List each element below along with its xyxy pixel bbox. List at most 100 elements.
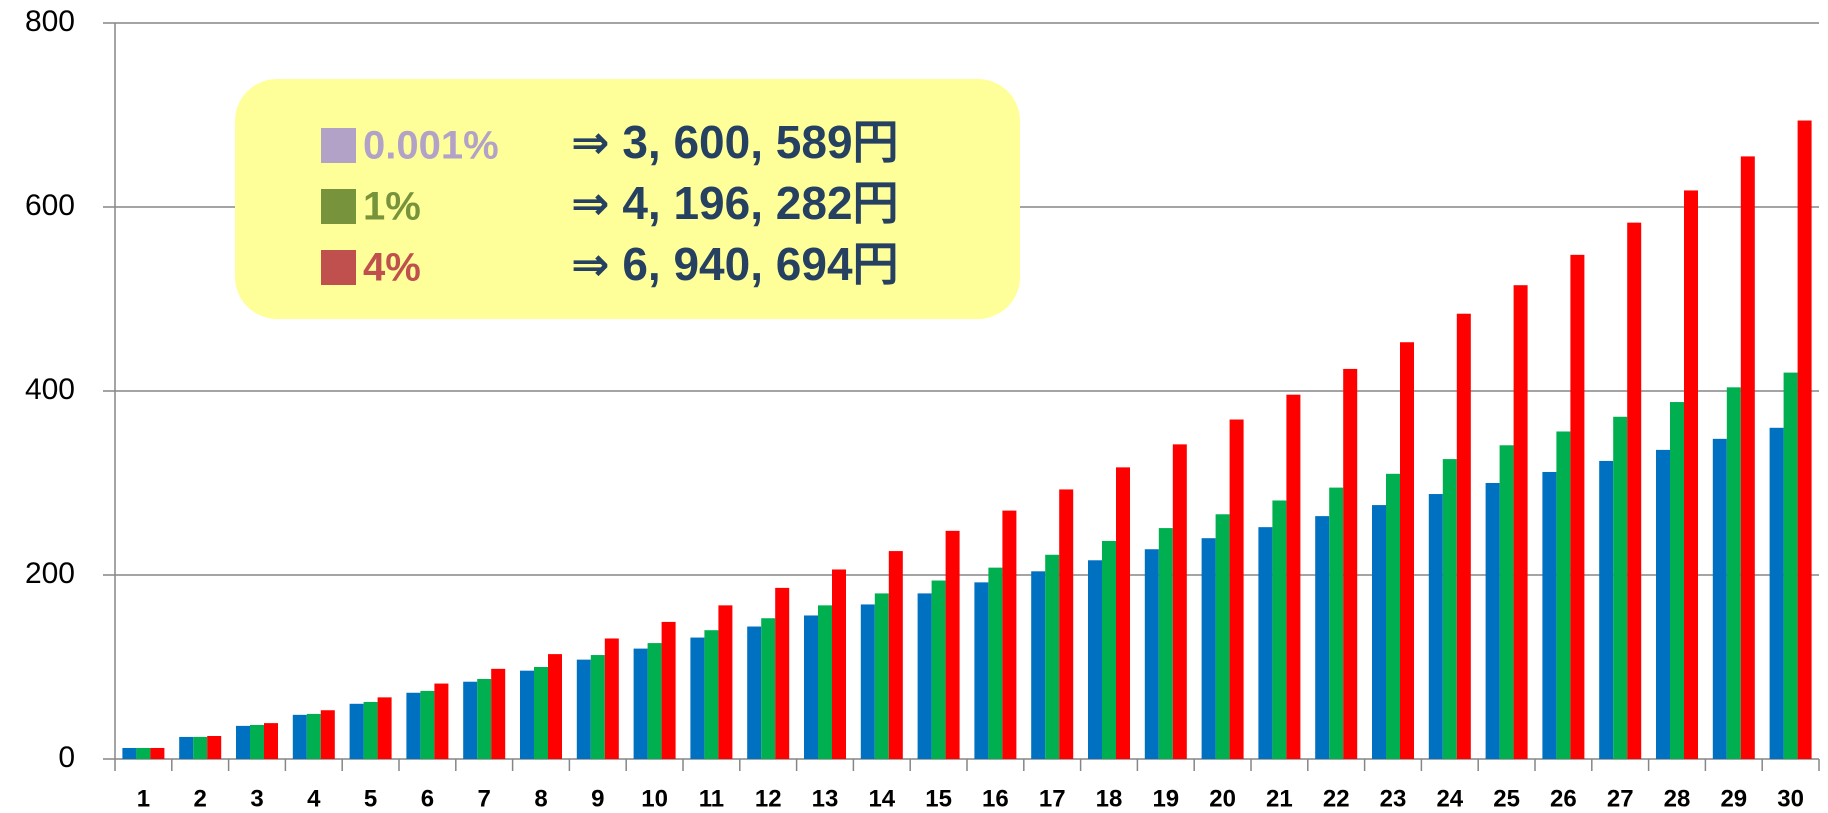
bar bbox=[1329, 487, 1344, 759]
bar bbox=[1627, 222, 1642, 759]
bar bbox=[860, 604, 875, 759]
y-tick-label: 400 bbox=[25, 373, 75, 406]
x-tick-label: 10 bbox=[641, 785, 668, 812]
bar bbox=[1513, 285, 1528, 759]
bar bbox=[1088, 560, 1102, 759]
bar bbox=[917, 593, 932, 759]
bar bbox=[1102, 540, 1116, 759]
x-tick-label: 26 bbox=[1550, 785, 1577, 812]
bar bbox=[718, 605, 733, 759]
bar bbox=[874, 593, 889, 759]
bar bbox=[1442, 459, 1457, 759]
x-tick-label: 12 bbox=[755, 785, 782, 812]
x-tick-label: 29 bbox=[1720, 785, 1747, 812]
bar bbox=[1059, 489, 1074, 759]
legend-label: 4% bbox=[363, 246, 421, 290]
bar bbox=[1386, 473, 1400, 759]
bar bbox=[1215, 514, 1230, 759]
bar bbox=[1542, 471, 1557, 759]
x-tick-label: 28 bbox=[1664, 785, 1691, 812]
bar bbox=[704, 630, 719, 759]
bar bbox=[1726, 387, 1741, 759]
bar bbox=[1201, 538, 1216, 759]
bar bbox=[1258, 527, 1273, 759]
bar bbox=[1045, 554, 1060, 759]
bar bbox=[832, 569, 846, 759]
bar bbox=[775, 587, 790, 759]
bar bbox=[420, 690, 435, 759]
bar bbox=[1499, 445, 1514, 759]
bar bbox=[1286, 394, 1301, 759]
bar bbox=[1031, 571, 1046, 759]
bar bbox=[1144, 549, 1159, 759]
bar bbox=[945, 530, 960, 759]
bar bbox=[1400, 342, 1414, 759]
x-tick-label: 16 bbox=[982, 785, 1009, 812]
x-tick-label: 23 bbox=[1380, 785, 1407, 812]
x-tick-label: 21 bbox=[1266, 785, 1293, 812]
bar bbox=[363, 701, 378, 759]
bar bbox=[1428, 494, 1443, 759]
bar bbox=[931, 580, 946, 759]
bar bbox=[888, 551, 903, 759]
bar bbox=[520, 670, 534, 759]
x-tick-label: 14 bbox=[868, 785, 895, 812]
legend-label: 1% bbox=[363, 185, 421, 229]
bar bbox=[1613, 416, 1628, 759]
x-tick-label: 30 bbox=[1777, 785, 1804, 812]
bar bbox=[349, 703, 364, 759]
bar bbox=[306, 713, 321, 759]
y-tick-label: 800 bbox=[25, 5, 75, 38]
bar bbox=[179, 736, 194, 759]
bar bbox=[974, 582, 989, 759]
bar bbox=[576, 659, 591, 759]
bar bbox=[1315, 516, 1330, 759]
bar bbox=[1116, 467, 1130, 759]
bar bbox=[122, 747, 137, 759]
bar bbox=[633, 648, 648, 759]
y-tick-label: 200 bbox=[25, 557, 75, 590]
bar bbox=[1684, 190, 1698, 759]
bar bbox=[1783, 372, 1798, 759]
x-tick-label: 2 bbox=[194, 785, 207, 812]
x-tick-label: 4 bbox=[307, 785, 321, 812]
x-tick-label: 17 bbox=[1039, 785, 1066, 812]
bar bbox=[1485, 483, 1500, 759]
bar bbox=[136, 747, 151, 759]
bar bbox=[264, 723, 278, 759]
bar bbox=[434, 683, 449, 759]
x-tick-label: 6 bbox=[421, 785, 434, 812]
bar bbox=[193, 736, 208, 759]
legend-label: 0.001% bbox=[363, 124, 499, 168]
bar bbox=[690, 637, 705, 759]
bar bbox=[1740, 156, 1755, 759]
bar bbox=[292, 714, 307, 759]
x-tick-label: 19 bbox=[1152, 785, 1179, 812]
legend-swatch bbox=[321, 250, 356, 285]
bar bbox=[377, 697, 392, 759]
x-tick-label: 9 bbox=[591, 785, 604, 812]
bar bbox=[1272, 500, 1287, 759]
x-tick-label: 7 bbox=[478, 785, 491, 812]
x-tick-label: 20 bbox=[1209, 785, 1236, 812]
bar bbox=[1229, 419, 1244, 759]
bar bbox=[1570, 254, 1585, 759]
x-tick-label: 5 bbox=[364, 785, 377, 812]
bar bbox=[1797, 120, 1812, 759]
x-tick-label: 15 bbox=[925, 785, 952, 812]
legend-swatch bbox=[321, 128, 356, 163]
bar bbox=[1343, 368, 1358, 759]
x-tick-label: 24 bbox=[1436, 785, 1463, 812]
bar bbox=[548, 654, 562, 759]
x-tick-label: 13 bbox=[812, 785, 839, 812]
bar bbox=[1712, 438, 1727, 759]
bar bbox=[1372, 505, 1386, 759]
x-tick-label: 11 bbox=[699, 785, 724, 812]
bar bbox=[491, 668, 506, 759]
bar bbox=[250, 724, 264, 759]
bar bbox=[236, 725, 250, 759]
bar bbox=[1172, 444, 1187, 759]
legend-note: ⇒ 6, 940, 694円 bbox=[571, 238, 899, 290]
legend-note: ⇒ 4, 196, 282円 bbox=[571, 177, 899, 229]
